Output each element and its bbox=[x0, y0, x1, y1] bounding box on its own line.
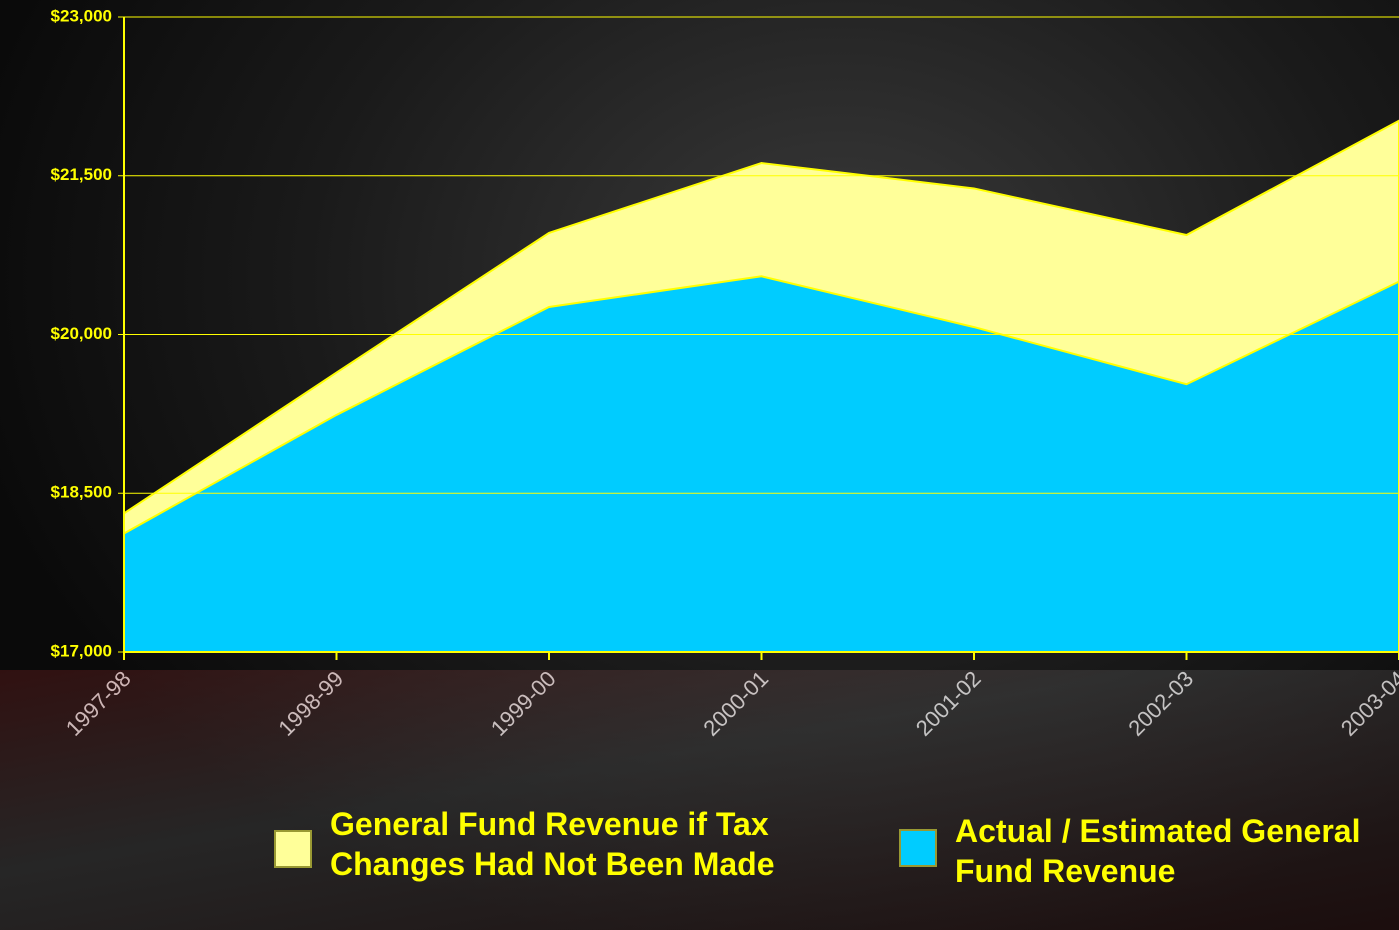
legend-item: General Fund Revenue if Tax Changes Had … bbox=[274, 804, 794, 884]
y-tick-label: $18,500 bbox=[51, 483, 112, 502]
x-tick-label: 2003-04 bbox=[1336, 666, 1399, 741]
y-tick-label: $21,500 bbox=[51, 165, 112, 184]
x-tick-label: 1998-99 bbox=[273, 666, 348, 741]
x-tick-label: 2001-02 bbox=[911, 666, 986, 741]
y-tick-label: $23,000 bbox=[51, 6, 112, 25]
legend-label: General Fund Revenue if Tax Changes Had … bbox=[330, 806, 775, 882]
y-tick-label: $20,000 bbox=[51, 324, 112, 343]
area bbox=[123, 275, 1399, 653]
x-tick-label: 2000-01 bbox=[698, 666, 773, 741]
x-tick-label: 1999-00 bbox=[486, 666, 561, 741]
x-tick-label: 2002-03 bbox=[1123, 666, 1198, 741]
legend-label: Actual / Estimated General Fund Revenue bbox=[955, 813, 1361, 889]
legend-swatch bbox=[274, 830, 312, 868]
legend-swatch bbox=[899, 829, 937, 867]
y-tick-label: $17,000 bbox=[51, 641, 112, 660]
legend-item: Actual / Estimated General Fund Revenue bbox=[899, 811, 1379, 891]
x-tick-label: 1997-98 bbox=[61, 666, 136, 741]
